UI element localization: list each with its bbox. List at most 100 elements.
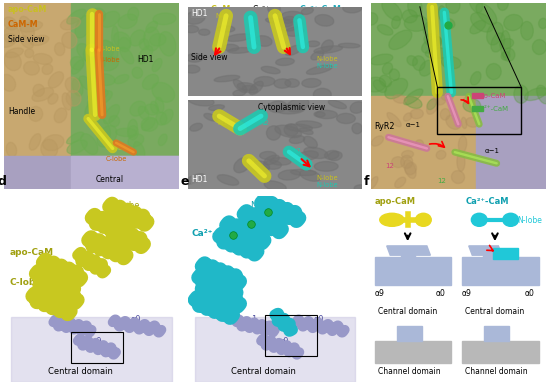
Ellipse shape	[498, 0, 508, 10]
Ellipse shape	[410, 109, 424, 119]
Text: C-lobe: C-lobe	[10, 278, 42, 286]
Ellipse shape	[379, 75, 392, 87]
Ellipse shape	[314, 161, 338, 171]
Ellipse shape	[365, 13, 378, 25]
Ellipse shape	[130, 101, 146, 116]
Text: N-lobe: N-lobe	[518, 216, 542, 225]
Ellipse shape	[138, 106, 149, 120]
Ellipse shape	[263, 160, 282, 169]
Ellipse shape	[159, 32, 176, 56]
Ellipse shape	[42, 64, 53, 74]
Ellipse shape	[29, 134, 41, 150]
Ellipse shape	[204, 114, 218, 121]
Ellipse shape	[20, 35, 34, 49]
Ellipse shape	[54, 108, 67, 123]
Text: Central domain: Central domain	[465, 307, 525, 316]
Ellipse shape	[261, 66, 280, 74]
Ellipse shape	[464, 96, 472, 104]
Ellipse shape	[264, 181, 286, 191]
Text: N1: N1	[293, 148, 302, 154]
Text: Side view: Side view	[191, 53, 228, 62]
Text: Ca²⁺-CaM: Ca²⁺-CaM	[465, 198, 509, 206]
Text: Central domain: Central domain	[378, 307, 437, 316]
Ellipse shape	[109, 116, 119, 127]
Ellipse shape	[471, 13, 493, 32]
Ellipse shape	[87, 99, 107, 115]
Text: N4: N4	[245, 159, 255, 165]
Ellipse shape	[234, 157, 250, 173]
Text: N-lobe: N-lobe	[317, 182, 338, 188]
Ellipse shape	[328, 100, 346, 109]
Ellipse shape	[466, 117, 478, 127]
Ellipse shape	[114, 32, 131, 49]
Text: Cytoplasmic view: Cytoplasmic view	[257, 103, 324, 112]
Ellipse shape	[446, 115, 461, 129]
Ellipse shape	[458, 136, 467, 152]
Text: Side view: Side view	[8, 35, 45, 44]
Ellipse shape	[4, 52, 21, 70]
Ellipse shape	[70, 57, 84, 70]
Ellipse shape	[500, 38, 514, 49]
Ellipse shape	[6, 142, 16, 157]
Polygon shape	[371, 196, 546, 382]
Ellipse shape	[97, 40, 118, 61]
Ellipse shape	[95, 74, 115, 85]
Bar	[483, 255, 497, 257]
Ellipse shape	[228, 48, 252, 53]
Text: α0: α0	[436, 289, 446, 298]
Ellipse shape	[264, 155, 279, 165]
Text: Ca²⁺-CaM: Ca²⁺-CaM	[476, 105, 509, 112]
Ellipse shape	[4, 26, 20, 43]
Ellipse shape	[285, 45, 302, 55]
Ellipse shape	[223, 119, 247, 131]
Bar	[485, 326, 509, 341]
Polygon shape	[4, 3, 71, 189]
Ellipse shape	[132, 67, 142, 78]
Ellipse shape	[254, 77, 275, 86]
Ellipse shape	[19, 16, 34, 40]
Ellipse shape	[6, 48, 23, 58]
Ellipse shape	[128, 126, 139, 140]
Ellipse shape	[392, 157, 404, 167]
Ellipse shape	[452, 171, 465, 184]
Text: apo-CaM: apo-CaM	[10, 248, 54, 257]
Ellipse shape	[160, 109, 173, 125]
Ellipse shape	[404, 15, 428, 31]
Ellipse shape	[337, 113, 355, 124]
Ellipse shape	[3, 17, 17, 30]
Bar	[375, 257, 452, 285]
Ellipse shape	[404, 160, 416, 179]
Ellipse shape	[412, 56, 425, 70]
Ellipse shape	[90, 49, 105, 67]
Ellipse shape	[434, 92, 446, 105]
Ellipse shape	[100, 57, 119, 71]
Ellipse shape	[514, 85, 528, 103]
Text: α9: α9	[92, 337, 102, 346]
Ellipse shape	[43, 135, 64, 151]
Ellipse shape	[316, 110, 337, 119]
Text: N-lobe: N-lobe	[251, 201, 278, 210]
Ellipse shape	[67, 132, 84, 144]
Ellipse shape	[441, 56, 461, 69]
Ellipse shape	[142, 74, 158, 90]
Polygon shape	[188, 7, 362, 96]
Ellipse shape	[461, 117, 467, 129]
Ellipse shape	[214, 75, 240, 82]
Text: N-lobe: N-lobe	[317, 175, 338, 181]
Ellipse shape	[427, 99, 439, 114]
Polygon shape	[4, 196, 179, 382]
Ellipse shape	[457, 152, 465, 171]
Ellipse shape	[438, 6, 446, 21]
Ellipse shape	[420, 60, 434, 76]
Ellipse shape	[208, 105, 224, 110]
Text: N3: N3	[273, 13, 283, 19]
Ellipse shape	[405, 162, 416, 175]
Bar	[472, 107, 483, 111]
Polygon shape	[188, 100, 362, 189]
Ellipse shape	[48, 94, 58, 104]
Ellipse shape	[404, 113, 412, 121]
Ellipse shape	[301, 7, 314, 15]
Text: N-lobe: N-lobe	[317, 56, 338, 62]
Ellipse shape	[97, 40, 113, 60]
Ellipse shape	[304, 147, 328, 159]
